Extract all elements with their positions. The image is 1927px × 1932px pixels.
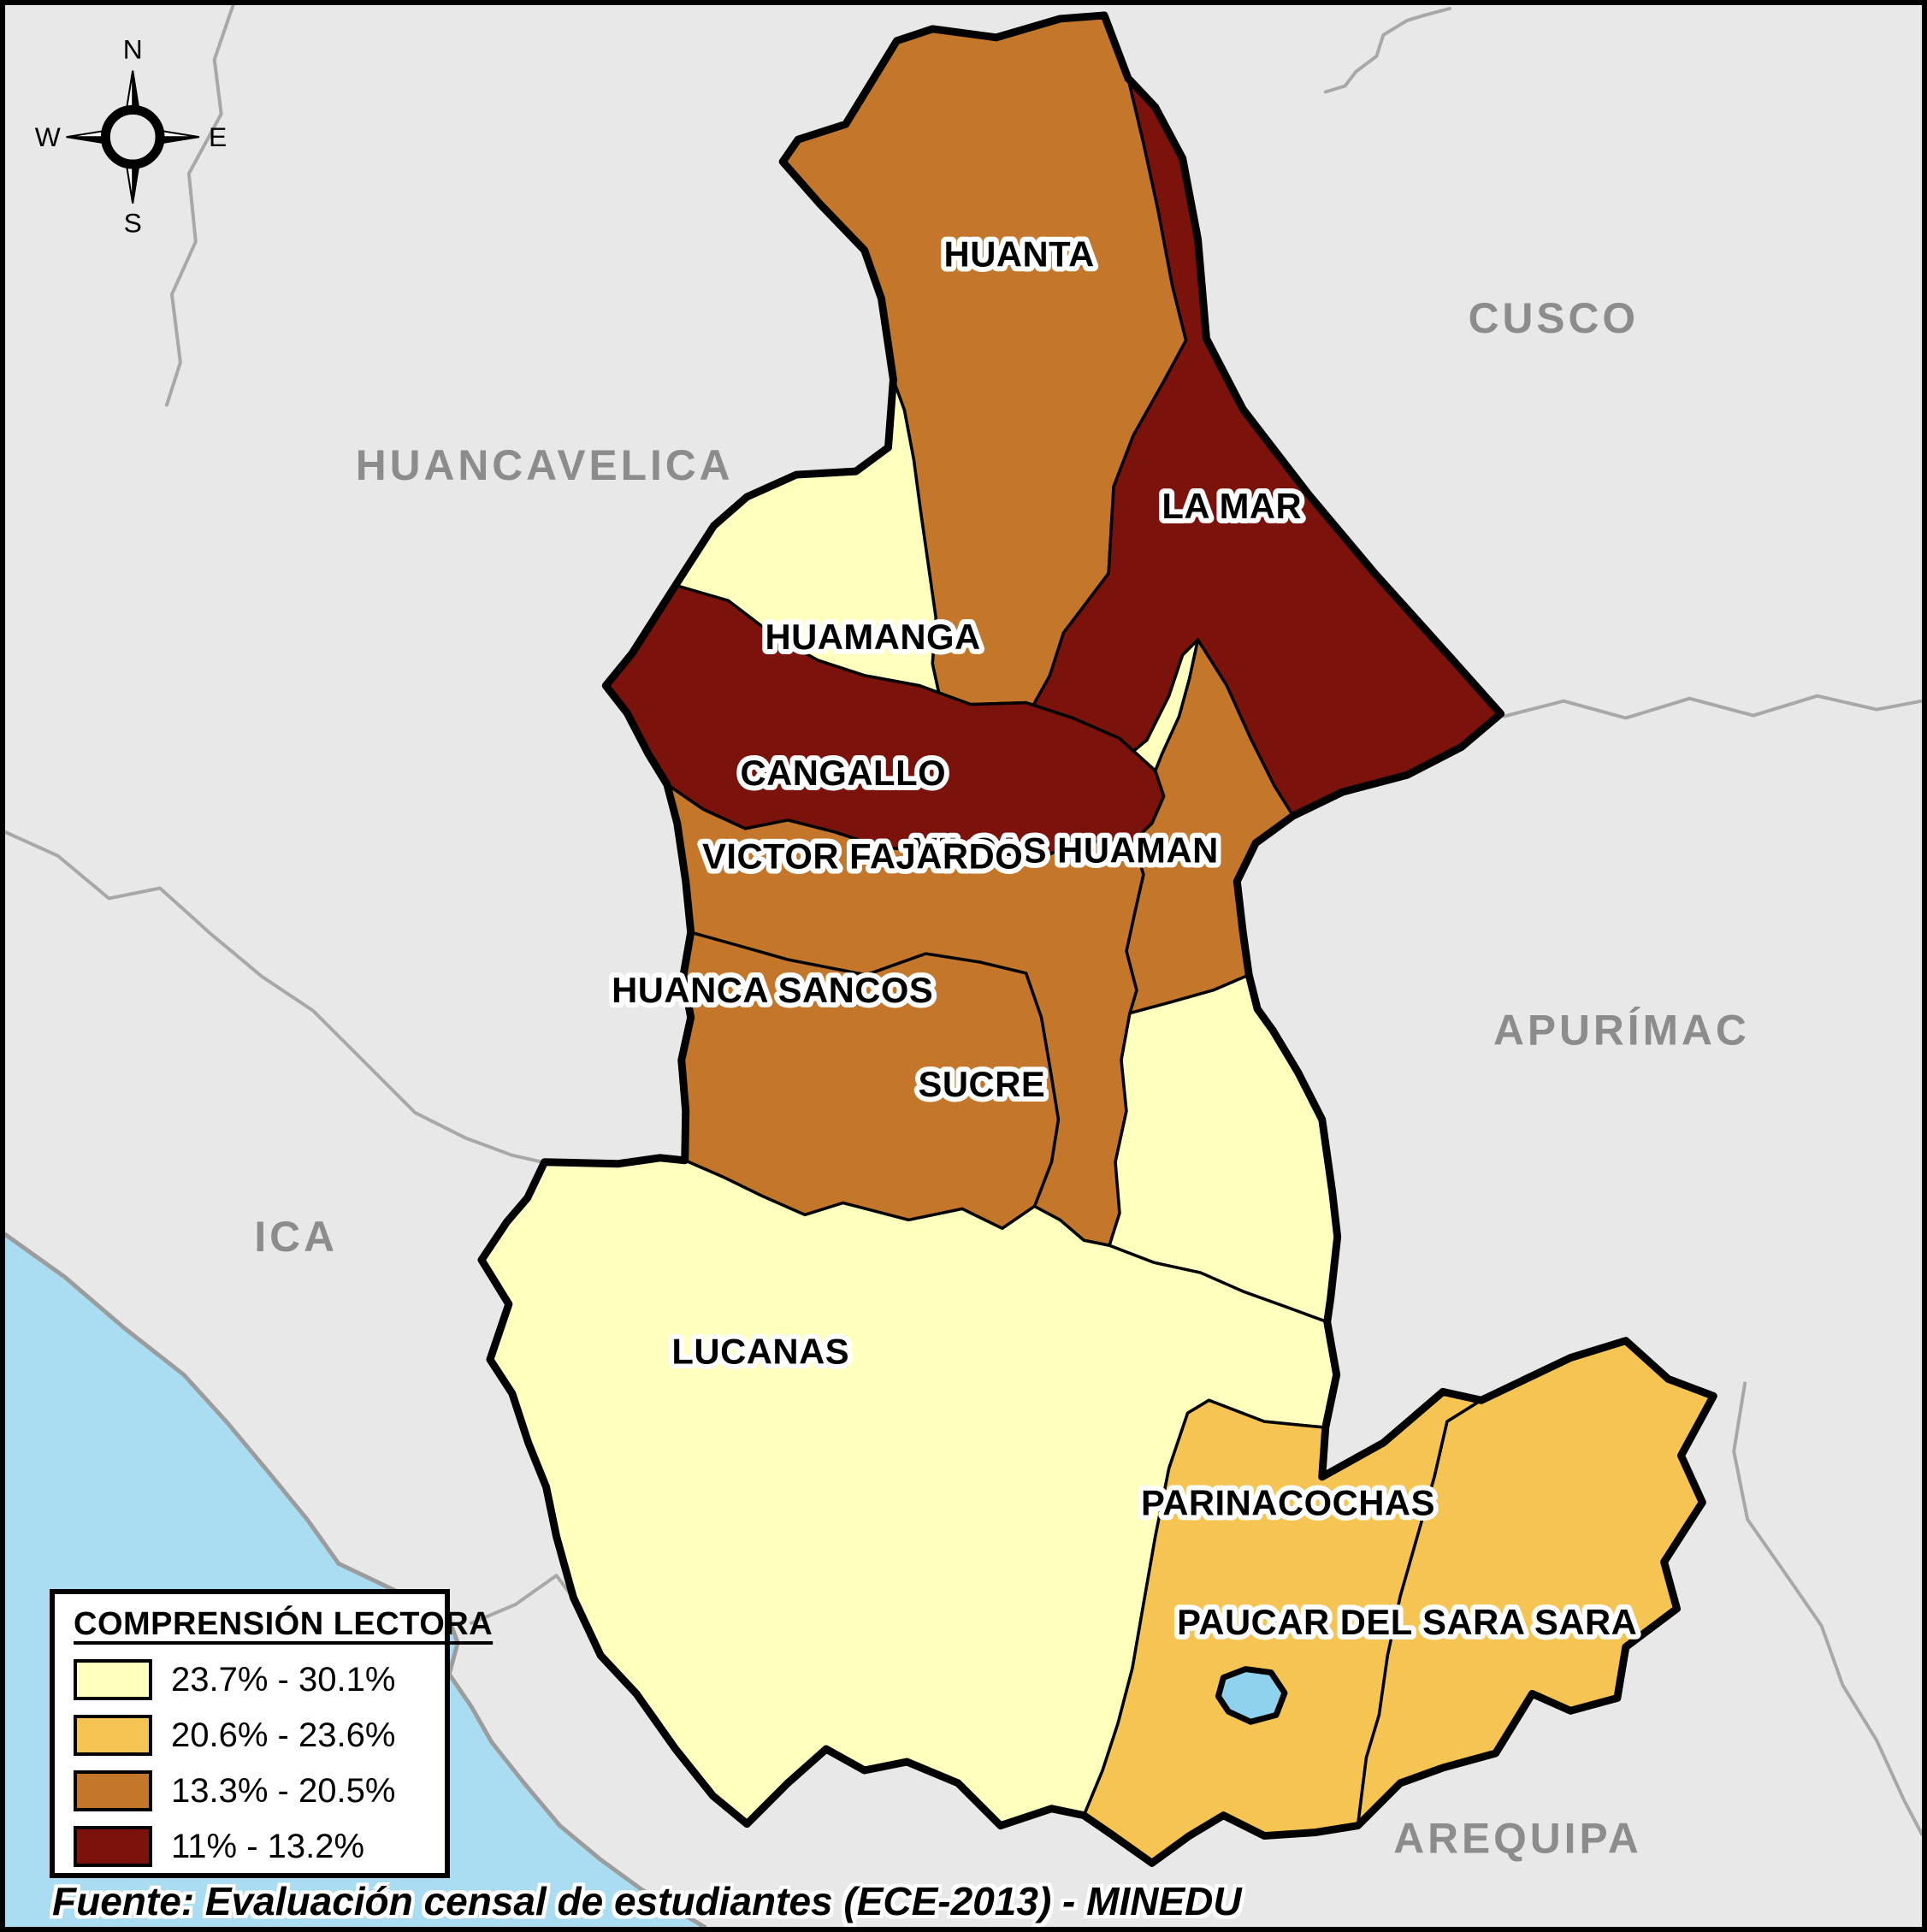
province-label-huanca-sancos: HUANCA SANCOS xyxy=(612,970,933,1010)
cusco-apurimac-border xyxy=(1502,694,1922,720)
compass-ring xyxy=(100,104,165,169)
province-label-paucar-del-sara-sara: PAUCAR DEL SARA SARA xyxy=(1177,1602,1637,1642)
legend-row-4: 11% - 13.2% xyxy=(74,1825,445,1868)
neighbor-label-huancavelica: HUANCAVELICA xyxy=(356,441,734,489)
neighbor-label-ica: ICA xyxy=(254,1213,338,1261)
compass-label-s: S xyxy=(124,208,142,239)
legend-rows: 23.7% - 30.1% 20.6% - 23.6% 13.3% - 20.5% 1… xyxy=(74,1658,445,1868)
province-label-parinacochas: PARINACOCHAS xyxy=(1141,1483,1435,1523)
compass-label-n: N xyxy=(123,34,143,65)
province-label-huanta: HUANTA xyxy=(944,233,1095,274)
legend-row-1: 23.7% - 30.1% xyxy=(74,1658,445,1701)
legend-swatch-1 xyxy=(74,1659,152,1700)
province-label-lucanas: LUCANAS xyxy=(671,1332,849,1372)
legend-label-2: 20.6% - 23.6% xyxy=(171,1716,396,1754)
ica-huancavelica-border xyxy=(5,830,545,1164)
legend-swatch-3 xyxy=(74,1770,152,1811)
legend-title: COMPRENSIÓN LECTORA xyxy=(74,1606,494,1642)
cusco-north-border xyxy=(1323,7,1451,94)
legend-label-3: 13.3% - 20.5% xyxy=(171,1771,396,1810)
neighbor-label-cusco: CUSCO xyxy=(1469,294,1639,342)
huancavelica-west-border xyxy=(164,5,235,407)
legend-label-4: 11% - 13.2% xyxy=(171,1827,365,1865)
ica-arequipa-border xyxy=(470,1574,574,1625)
choropleth-map: HUANCAVELICA CUSCO ICA APURÍMAC AREQUIPA HUAN… xyxy=(5,5,1922,1927)
province-label-huamanga: HUAMANGA xyxy=(765,617,980,657)
province-label-cangallo: CANGALLO xyxy=(740,753,946,793)
province-label-sucre: SUCRE xyxy=(919,1064,1046,1104)
apurimac-arequipa-border xyxy=(1732,1381,1922,1836)
legend-row-3: 13.3% - 20.5% xyxy=(74,1770,445,1812)
province-label-victor-fajardo: VICTOR FAJARDO xyxy=(702,836,1023,877)
lake-parinacochas xyxy=(1215,1666,1288,1725)
neighbor-label-arequipa: AREQUIPA xyxy=(1393,1814,1642,1862)
legend-swatch-4 xyxy=(74,1826,152,1867)
compass-label-e: E xyxy=(209,121,227,152)
legend-row-2: 20.6% - 23.6% xyxy=(74,1714,445,1757)
compass-label-w: W xyxy=(35,121,61,152)
source-note: Fuente: Evaluación censal de estudiantes… xyxy=(52,1879,1242,1923)
legend: COMPRENSIÓN LECTORA 23.7% - 30.1% 20.6% -… xyxy=(50,1589,494,1878)
legend-label-1: 23.7% - 30.1% xyxy=(171,1660,396,1699)
province-label-vilcas-huaman: VILCAS HUAMAN xyxy=(913,830,1219,871)
neighbor-label-apurimac: APURÍMAC xyxy=(1493,1007,1750,1055)
province-label-la-mar: LA MAR xyxy=(1162,486,1302,526)
compass-rose-icon: N S W E xyxy=(35,34,228,239)
province-paucar-del-sara-sara xyxy=(1356,1338,1716,1828)
coastline xyxy=(5,1232,707,1927)
legend-swatch-2 xyxy=(74,1715,152,1756)
ayacucho-region-outline xyxy=(477,11,1717,1867)
